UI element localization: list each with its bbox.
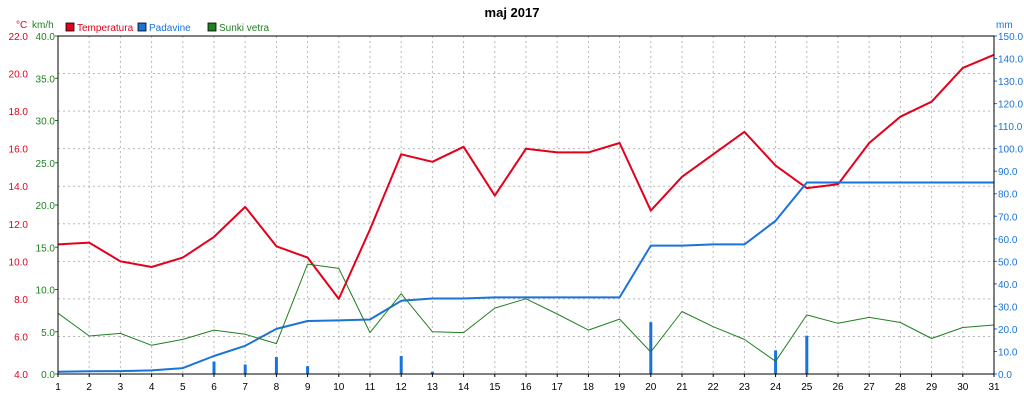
x-tick-label: 24 bbox=[770, 382, 782, 393]
wind-tick-label: 10.0 bbox=[36, 286, 56, 297]
daily-rain-bar bbox=[805, 335, 809, 374]
temp-tick-label: 10.0 bbox=[9, 257, 29, 268]
x-tick-label: 4 bbox=[149, 382, 155, 393]
wind-tick-label: 5.0 bbox=[41, 328, 55, 339]
rain-tick-label: 30.0 bbox=[998, 302, 1018, 313]
series-line-rain bbox=[57, 181, 994, 373]
daily-rain-bar bbox=[430, 371, 434, 374]
x-tick-label: 19 bbox=[614, 382, 626, 393]
daily-rain-bars bbox=[212, 322, 809, 374]
rain-tick-label: 150.0 bbox=[998, 32, 1023, 43]
wind-tick-label: 20.0 bbox=[36, 201, 56, 212]
x-tick-label: 30 bbox=[957, 382, 969, 393]
rain-tick-label: 100.0 bbox=[998, 145, 1023, 156]
rain-tick-label: 130.0 bbox=[998, 77, 1023, 88]
series-line-temp bbox=[57, 53, 995, 300]
temp-tick-label: 12.0 bbox=[9, 220, 29, 231]
temp-tick-label: 22.0 bbox=[9, 32, 29, 43]
temp-tick-label: 16.0 bbox=[9, 145, 29, 156]
rain-tick-label: 110.0 bbox=[998, 122, 1023, 133]
x-tick-label: 29 bbox=[926, 382, 938, 393]
x-tick-label: 26 bbox=[832, 382, 844, 393]
daily-rain-bar bbox=[306, 366, 310, 374]
x-tick-label: 14 bbox=[458, 382, 470, 393]
legend-label: Temperatura bbox=[77, 23, 134, 34]
daily-rain-bar bbox=[212, 361, 216, 374]
daily-rain-bar bbox=[774, 350, 778, 374]
legend-swatch bbox=[65, 22, 75, 32]
x-tick-label: 15 bbox=[489, 382, 501, 393]
rain-tick-label: 90.0 bbox=[998, 167, 1018, 178]
plot-frame bbox=[57, 35, 995, 375]
x-tick-label: 3 bbox=[118, 382, 124, 393]
temp-tick-label: 14.0 bbox=[9, 182, 29, 193]
x-tick-label: 27 bbox=[864, 382, 876, 393]
x-tick-label: 10 bbox=[333, 382, 345, 393]
series-line-wind bbox=[57, 263, 995, 362]
wind-unit-label: km/h bbox=[32, 20, 54, 31]
wind-tick-label: 25.0 bbox=[36, 159, 56, 170]
rain-tick-label: 10.0 bbox=[998, 347, 1018, 358]
x-tick-label: 2 bbox=[86, 382, 92, 393]
x-tick-label: 13 bbox=[427, 382, 439, 393]
wind-tick-label: 15.0 bbox=[36, 243, 56, 254]
rain-tick-label: 40.0 bbox=[998, 280, 1018, 291]
x-tick-label: 7 bbox=[242, 382, 248, 393]
x-tick-label: 21 bbox=[676, 382, 688, 393]
daily-rain-bar bbox=[649, 322, 653, 374]
rain-tick-label: 50.0 bbox=[998, 257, 1018, 268]
x-tick-label: 28 bbox=[895, 382, 907, 393]
x-tick-label: 23 bbox=[739, 382, 751, 393]
temp-tick-label: 6.0 bbox=[14, 332, 28, 343]
rain-tick-label: 80.0 bbox=[998, 190, 1018, 201]
legend-label: Padavine bbox=[149, 23, 191, 34]
temp-tick-label: 20.0 bbox=[9, 70, 29, 81]
temp-tick-label: 18.0 bbox=[9, 107, 29, 118]
daily-rain-bar bbox=[243, 364, 247, 374]
rain-unit-label: mm bbox=[996, 20, 1013, 31]
wind-tick-label: 40.0 bbox=[36, 32, 56, 43]
temp-tick-label: 8.0 bbox=[14, 295, 28, 306]
x-tick-label: 25 bbox=[801, 382, 813, 393]
wind-tick-label: 0.0 bbox=[41, 370, 55, 381]
rain-tick-label: 140.0 bbox=[998, 55, 1023, 66]
x-tick-label: 20 bbox=[645, 382, 657, 393]
rain-tick-label: 60.0 bbox=[998, 235, 1018, 246]
x-tick-label: 18 bbox=[583, 382, 595, 393]
chart-title: maj 2017 bbox=[485, 5, 540, 20]
legend-swatch bbox=[137, 22, 147, 32]
wind-tick-label: 35.0 bbox=[36, 74, 56, 85]
x-tick-label: 1 bbox=[55, 382, 61, 393]
legend-swatch bbox=[207, 22, 217, 32]
temp-tick-label: 4.0 bbox=[14, 370, 28, 381]
x-tick-label: 5 bbox=[180, 382, 186, 393]
daily-rain-bar bbox=[274, 357, 278, 374]
x-tick-label: 8 bbox=[274, 382, 280, 393]
x-tick-label: 12 bbox=[396, 382, 408, 393]
x-tick-label: 9 bbox=[305, 382, 311, 393]
x-tick-label: 22 bbox=[708, 382, 720, 393]
rain-tick-label: 70.0 bbox=[998, 212, 1018, 223]
daily-rain-bar bbox=[399, 355, 403, 374]
x-tick-label: 16 bbox=[520, 382, 532, 393]
rain-tick-label: 20.0 bbox=[998, 325, 1018, 336]
axis-ticks: 4.06.08.010.012.014.016.018.020.022.00.0… bbox=[9, 32, 1024, 393]
x-tick-label: 17 bbox=[552, 382, 564, 393]
x-tick-label: 6 bbox=[211, 382, 217, 393]
wind-tick-label: 30.0 bbox=[36, 117, 56, 128]
temp-unit-label: °C bbox=[16, 20, 27, 31]
series-lines bbox=[57, 53, 995, 373]
grid bbox=[58, 36, 994, 374]
axis-unit-labels: °C km/h mm bbox=[16, 20, 1013, 31]
rain-tick-label: 120.0 bbox=[998, 100, 1023, 111]
x-tick-label: 31 bbox=[988, 382, 1000, 393]
legend-label: Sunki vetra bbox=[219, 23, 269, 34]
rain-tick-label: 0.0 bbox=[998, 370, 1012, 381]
x-tick-label: 11 bbox=[365, 382, 376, 393]
legend: Temperatura Padavine Sunki vetra bbox=[65, 22, 269, 34]
